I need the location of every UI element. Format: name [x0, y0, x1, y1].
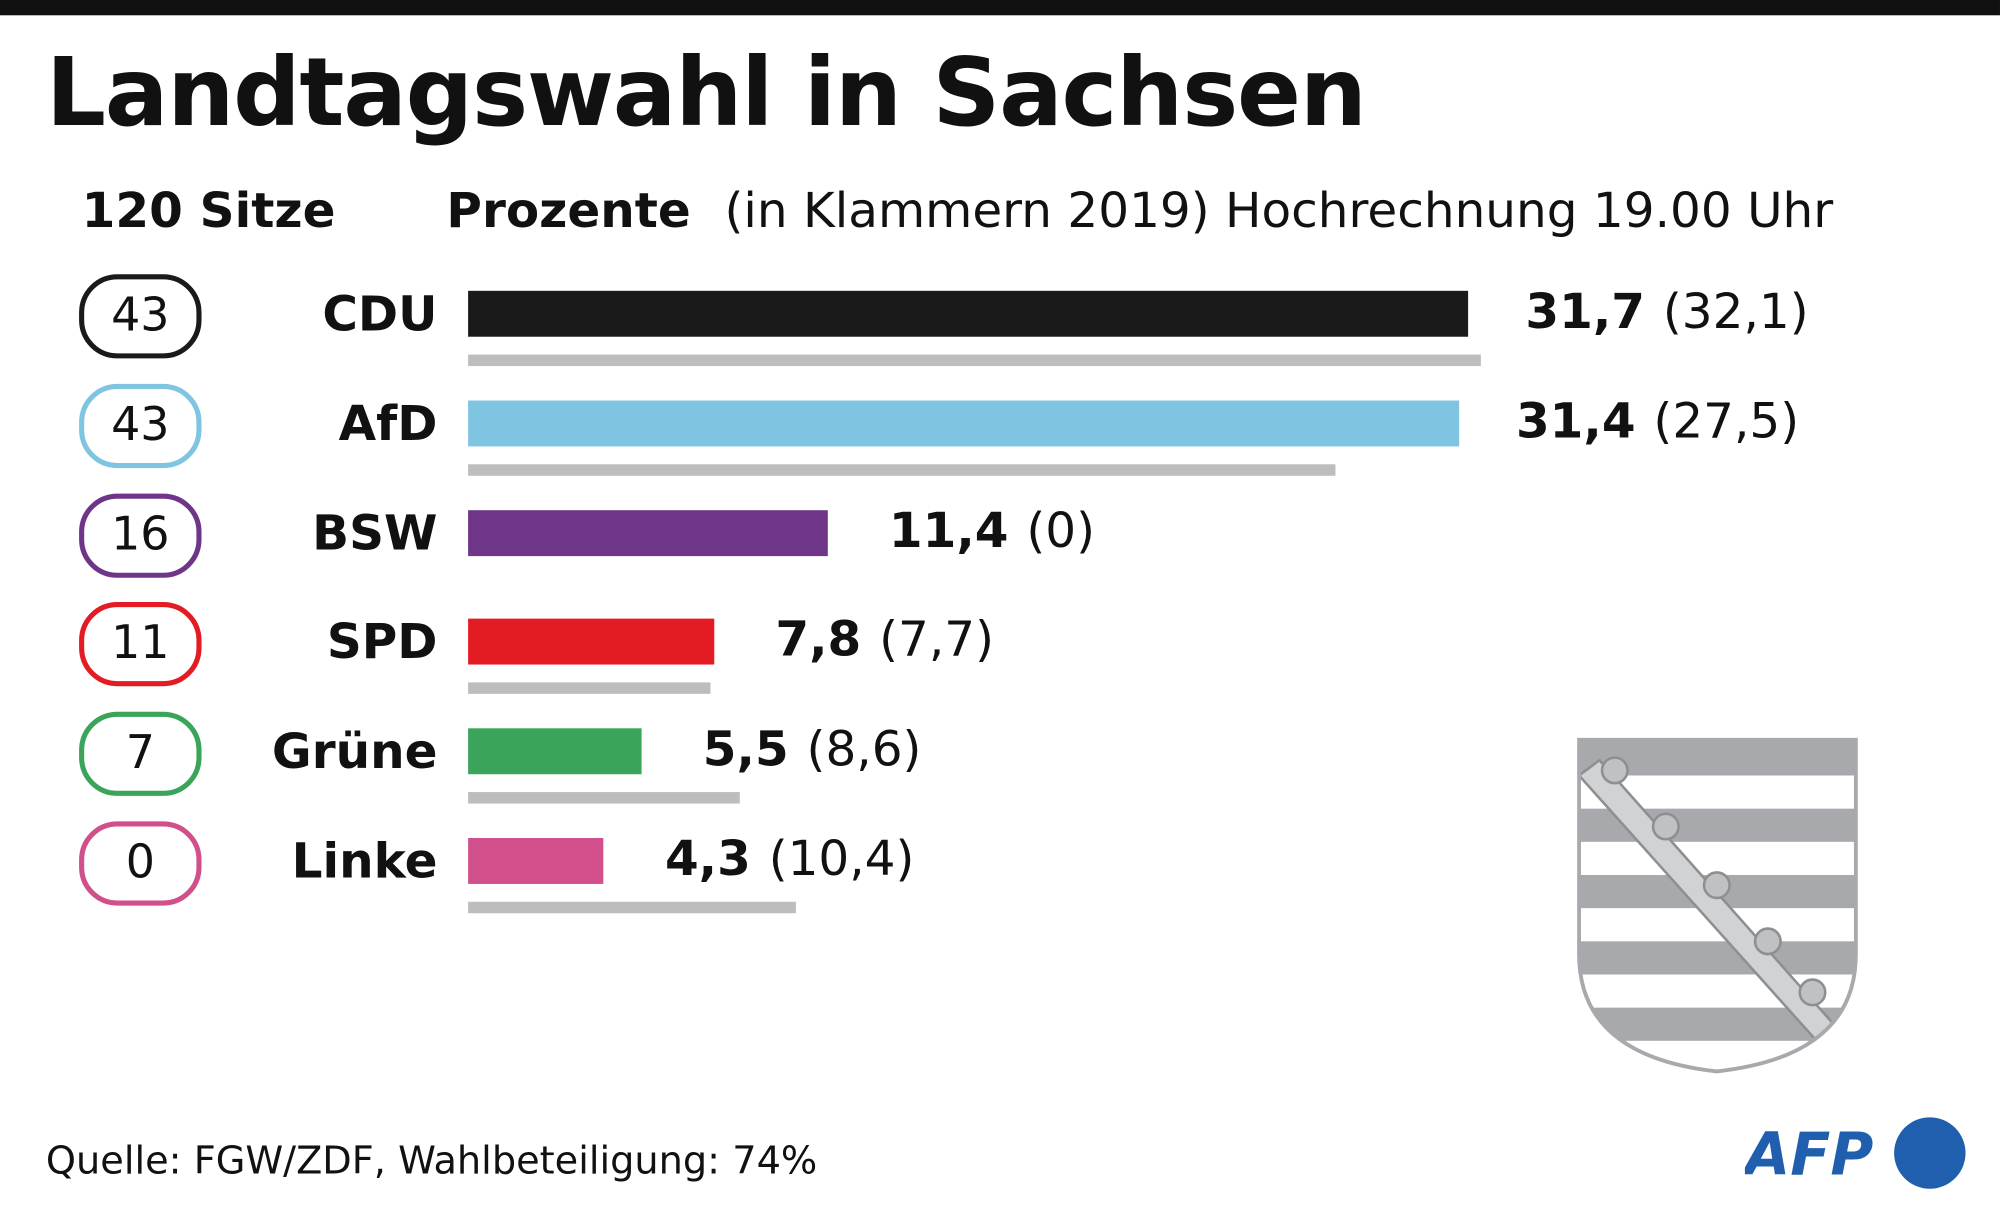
- party-label: SPD: [326, 614, 438, 671]
- current-percent: 31,4: [1515, 392, 1636, 449]
- current-percent: 4,3: [664, 830, 751, 887]
- svg-text:AFP: AFP: [1745, 1121, 1873, 1189]
- seat-count-badge: 43: [79, 383, 202, 468]
- bar-2019-afd: [468, 464, 1336, 476]
- previous-percent: (0): [1026, 502, 1096, 559]
- value-label: 7,8 (7,7): [775, 611, 994, 667]
- bar-afd: [468, 400, 1459, 447]
- bar-bsw: [468, 509, 828, 556]
- bar-spd: [468, 619, 715, 666]
- bar-2019-grüne: [468, 792, 740, 804]
- previous-percent: (32,1): [1662, 283, 1809, 340]
- afp-logo: AFP: [1745, 1117, 1966, 1189]
- current-percent: 7,8: [775, 611, 862, 668]
- chart-title: Landtagswahl in Sachsen: [45, 38, 1367, 148]
- bar-grüne: [468, 728, 642, 775]
- previous-percent: (10,4): [768, 830, 915, 887]
- party-label: Linke: [291, 832, 438, 890]
- subtitle-note: (in Klammern 2019) Hochrechnung 19.00 Uh…: [724, 182, 1834, 239]
- value-label: 5,5 (8,6): [703, 721, 922, 777]
- saxony-coat-of-arms-icon: [1577, 737, 1858, 1074]
- bar-2019-linke: [468, 901, 797, 914]
- bar-2019-cdu: [468, 354, 1481, 367]
- seat-count-badge: 0: [79, 821, 202, 906]
- seat-count-badge: 16: [79, 493, 202, 578]
- party-label: AfD: [338, 395, 438, 452]
- previous-percent: (27,5): [1653, 392, 1800, 449]
- seat-count-badge: 11: [79, 602, 202, 687]
- top-rule: [0, 0, 2000, 16]
- seats-header: 120 Sitze: [81, 182, 336, 239]
- seat-count-badge: 7: [79, 711, 202, 797]
- percent-header: Prozente: [446, 182, 691, 239]
- seat-count-badge: 43: [79, 274, 202, 359]
- bar-2019-spd: [468, 682, 711, 695]
- party-label: CDU: [322, 285, 438, 342]
- bar-cdu: [468, 290, 1469, 337]
- value-label: 11,4 (0): [889, 502, 1095, 558]
- previous-percent: (7,7): [879, 611, 995, 668]
- current-percent: 31,7: [1525, 283, 1646, 340]
- value-label: 31,4 (27,5): [1516, 393, 1799, 449]
- party-label: Grüne: [271, 723, 438, 780]
- previous-percent: (8,6): [806, 720, 922, 778]
- current-percent: 11,4: [888, 502, 1009, 559]
- source-note: Quelle: FGW/ZDF, Wahlbeteiligung: 74%: [45, 1139, 818, 1184]
- party-label: BSW: [312, 504, 438, 561]
- value-label: 31,7 (32,1): [1525, 283, 1808, 339]
- bar-linke: [468, 838, 604, 884]
- value-label: 4,3 (10,4): [665, 830, 914, 886]
- current-percent: 5,5: [702, 720, 789, 778]
